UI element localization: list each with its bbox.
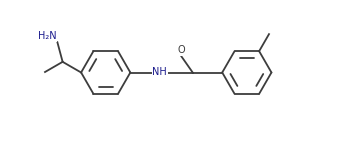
Text: NH: NH xyxy=(153,68,167,77)
Text: O: O xyxy=(177,45,185,55)
Text: H₂N: H₂N xyxy=(38,31,57,41)
